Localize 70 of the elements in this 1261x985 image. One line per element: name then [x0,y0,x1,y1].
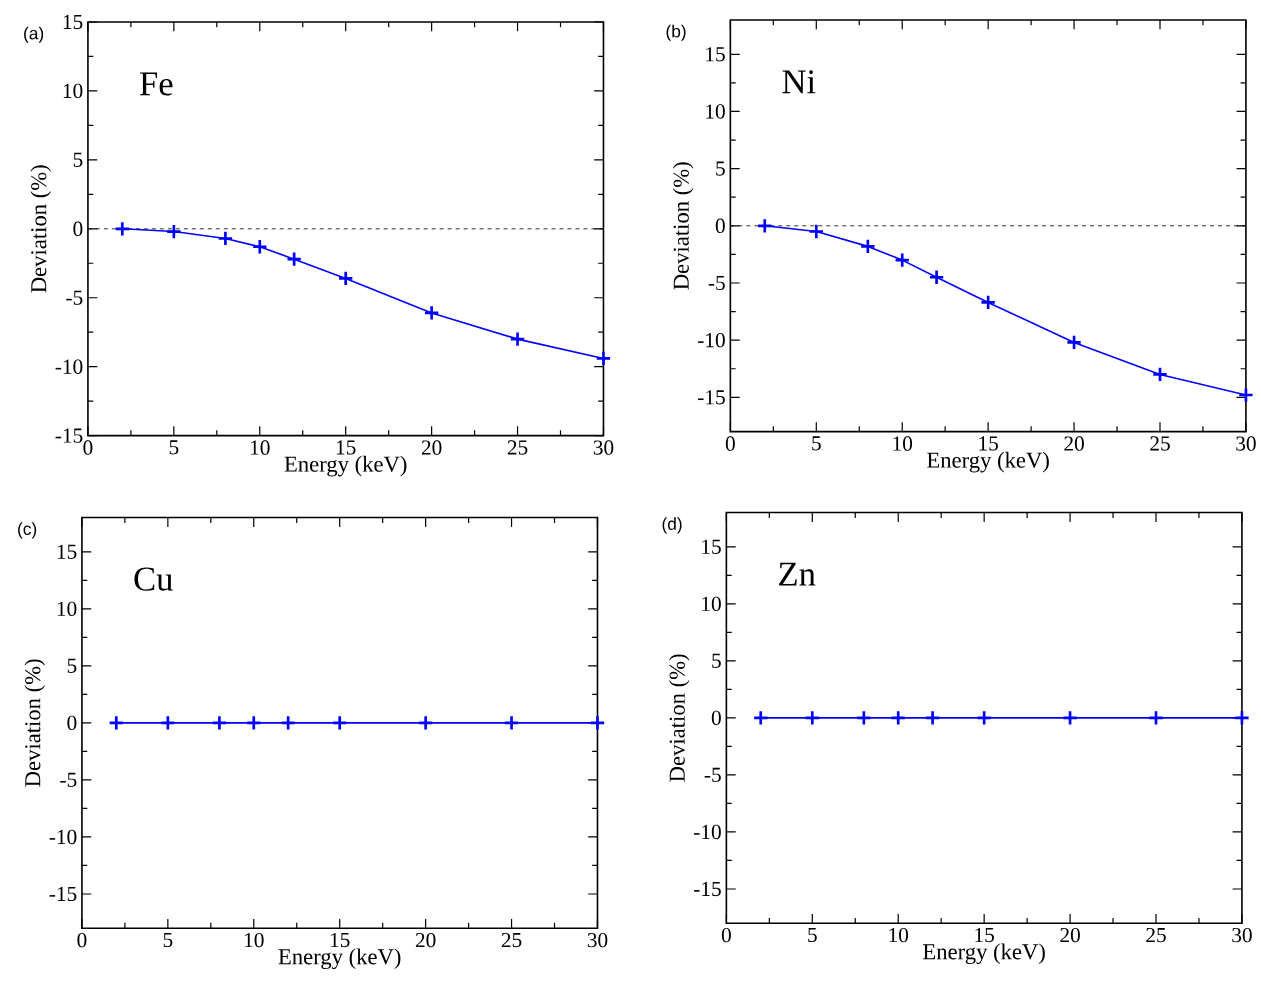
y-tick-label: -15 [49,886,77,902]
x-axis-title: Energy (keV) [923,943,1045,964]
x-tick-label: 25 [1146,927,1166,943]
y-tick-label: 15 [63,14,83,30]
annotation: Zn [779,562,816,586]
y-tick-label: -10 [55,359,83,374]
y-axis-title: Deviation (%) [668,654,690,782]
x-tick-label: 20 [1060,927,1080,943]
y-tick-label: 5 [73,152,83,167]
y-axis-title: Deviation (%) [24,659,45,787]
text: (b) [666,24,686,41]
text: (c) [18,522,37,539]
x-tick-label: 10 [245,932,264,948]
x-tick-label: 5 [163,932,173,948]
x-tick-label: 10 [251,440,270,455]
y-tick-label: 0 [73,221,83,236]
x-tick-label: 10 [893,436,913,451]
y-tick-label: 5 [716,161,725,176]
annotation: Ni [782,70,816,94]
x-axis-title: Energy (keV) [284,455,407,477]
y-tick-label: -15 [698,390,725,405]
y-tick-label: -10 [698,332,725,348]
x-tick-label: 20 [421,440,442,455]
y-axis-title: Deviation (%) [672,162,694,290]
x-tick-label: 0 [725,436,735,451]
annotation: Cu [134,567,173,591]
y-tick-label: 5 [67,658,77,673]
y-tick-label: -15 [55,428,83,443]
text: (a) [24,26,44,43]
x-tick-label: 15 [975,927,994,943]
x-tick-label: 20 [415,932,436,948]
y-axis-title: Deviation (%) [30,165,51,293]
y-tick-label: -15 [694,881,721,897]
x-tick-label: 20 [1064,436,1084,451]
y-tick-label: 10 [702,596,721,611]
x-tick-label: 30 [587,932,608,948]
x-tick-label: 30 [1232,927,1252,943]
x-tick-label: 25 [507,440,528,455]
text: (d) [662,517,682,534]
y-tick-label: 10 [63,83,83,99]
x-tick-label: 15 [979,436,998,451]
y-tick-label: 0 [711,710,721,726]
x-tick-label: 15 [330,932,350,948]
y-tick-label: 0 [67,715,77,731]
y-tick-label: 10 [706,104,725,119]
x-tick-label: 30 [593,440,614,455]
x-tick-label: 5 [808,927,817,943]
y-tick-label: 5 [712,653,721,668]
y-tick-label: -5 [66,290,83,305]
y-tick-label: -5 [704,767,721,782]
x-tick-label: 25 [501,932,522,948]
x-axis-title: Energy (keV) [278,948,401,969]
x-tick-label: 15 [336,440,356,455]
x-tick-label: 5 [169,440,179,455]
y-tick-label: 15 [57,544,77,559]
y-tick-label: -10 [694,824,721,840]
x-tick-label: 10 [889,927,909,943]
y-tick-label: -5 [708,275,725,290]
x-axis-title: Energy (keV) [927,451,1049,473]
y-tick-label: -10 [49,829,77,845]
annotation: Fe [140,72,173,96]
y-tick-label: 15 [702,539,721,554]
y-tick-label: 0 [715,218,725,233]
y-tick-label: 10 [57,601,77,616]
y-tick-label: 15 [706,47,725,62]
x-tick-label: 30 [1236,436,1256,451]
x-tick-label: 0 [83,440,93,455]
y-tick-label: -5 [60,772,77,787]
x-tick-label: 25 [1150,436,1170,451]
x-tick-label: 5 [812,436,821,451]
